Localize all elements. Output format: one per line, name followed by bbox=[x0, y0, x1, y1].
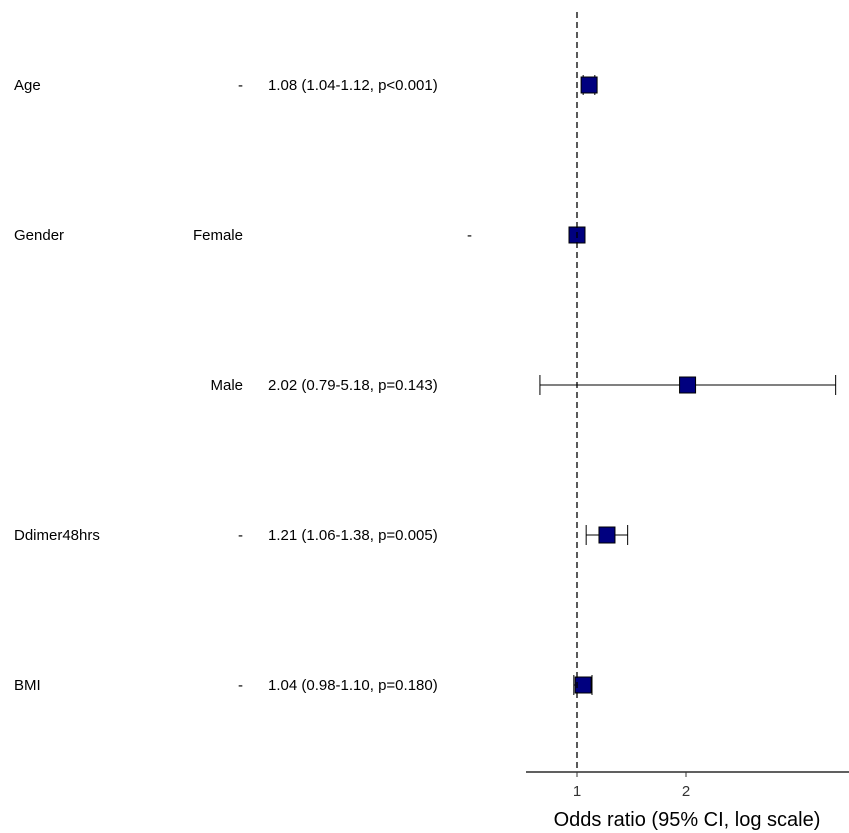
point-estimate-marker bbox=[679, 376, 697, 394]
row-level-label: Male bbox=[210, 377, 243, 394]
row-labels: Age - 1.08 (1.04-1.12, p<0.001) Gender Femal… bbox=[14, 77, 472, 694]
row-level-label: Female bbox=[193, 227, 243, 244]
plot-area: 1 2 Odds ratio (95% CI, log scale) bbox=[526, 12, 849, 831]
row-estimate-text: 1.04 (0.98-1.10, p=0.180) bbox=[268, 677, 438, 694]
x-tick-label: 2 bbox=[682, 783, 690, 800]
row-estimate-text: 1.08 (1.04-1.12, p<0.001) bbox=[268, 77, 438, 94]
point-estimate-marker bbox=[580, 76, 598, 94]
x-axis-label: Odds ratio (95% CI, log scale) bbox=[554, 809, 821, 831]
row-estimate-text: 2.02 (0.79-5.18, p=0.143) bbox=[268, 377, 438, 394]
row-level-label: - bbox=[238, 527, 243, 544]
row-level-label: - bbox=[238, 77, 243, 94]
point-estimate-marker bbox=[574, 676, 592, 694]
row-variable-label: Gender bbox=[14, 227, 64, 244]
row-variable-label: Ddimer48hrs bbox=[14, 527, 100, 544]
row-variable-label: Age bbox=[14, 77, 41, 94]
row-variable-label: BMI bbox=[14, 677, 41, 694]
row-level-label: - bbox=[238, 677, 243, 694]
x-tick-label: 1 bbox=[573, 783, 581, 800]
row-estimate-text: 1.21 (1.06-1.38, p=0.005) bbox=[268, 527, 438, 544]
row-estimate-text: - bbox=[467, 227, 472, 244]
point-estimate-marker bbox=[598, 526, 616, 544]
